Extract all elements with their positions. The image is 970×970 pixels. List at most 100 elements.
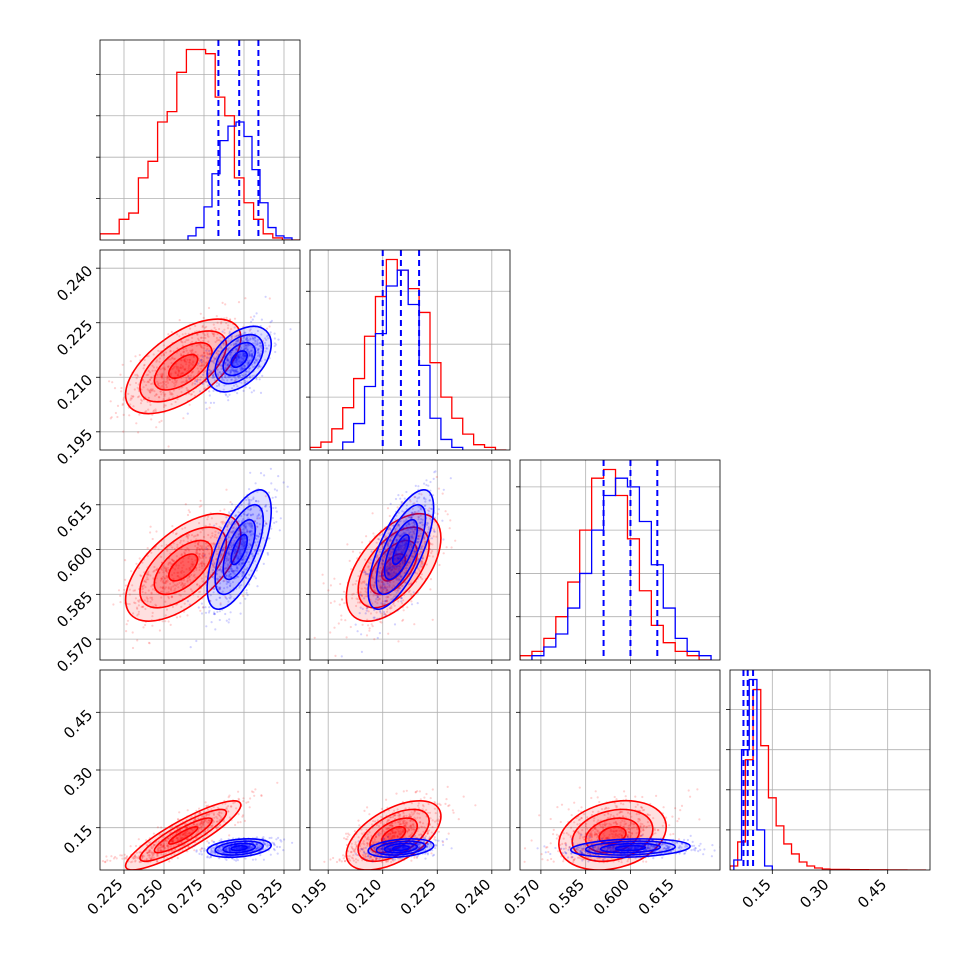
sample-point bbox=[186, 537, 190, 540]
sample-point bbox=[363, 580, 366, 583]
sample-point bbox=[134, 373, 137, 377]
sample-point bbox=[264, 358, 267, 361]
sample-point bbox=[378, 574, 381, 578]
sample-point bbox=[203, 564, 206, 567]
sample-point bbox=[286, 485, 289, 488]
sample-point bbox=[405, 589, 408, 592]
sample-point bbox=[144, 586, 147, 589]
sample-point bbox=[209, 557, 212, 560]
sample-point bbox=[395, 591, 398, 594]
sample-point bbox=[386, 608, 389, 611]
sample-point bbox=[233, 369, 236, 372]
sample-point bbox=[401, 533, 404, 536]
sample-point bbox=[179, 366, 182, 369]
sample-point bbox=[253, 337, 256, 340]
sample-point bbox=[413, 532, 416, 535]
sample-point bbox=[431, 550, 434, 553]
sample-point bbox=[388, 575, 391, 578]
sample-point bbox=[194, 350, 197, 354]
sample-point bbox=[269, 331, 272, 334]
sample-point bbox=[376, 602, 379, 605]
sample-point bbox=[417, 516, 420, 519]
sample-point bbox=[227, 376, 230, 379]
sample-point bbox=[410, 516, 413, 519]
sample-point bbox=[198, 390, 202, 393]
sample-point bbox=[166, 566, 169, 569]
sample-point bbox=[388, 567, 392, 570]
sample-point bbox=[108, 380, 111, 383]
sample-point bbox=[192, 535, 196, 538]
sample-point bbox=[399, 583, 402, 586]
sample-point bbox=[227, 358, 230, 361]
sample-point bbox=[380, 589, 383, 593]
histogram-red bbox=[100, 48, 300, 240]
sample-point bbox=[229, 353, 232, 356]
sample-point bbox=[241, 562, 244, 565]
sample-point bbox=[409, 582, 412, 586]
sample-point bbox=[220, 321, 223, 324]
sample-point bbox=[191, 340, 194, 343]
sample-point bbox=[419, 565, 422, 568]
sample-point bbox=[223, 508, 226, 511]
sample-point bbox=[250, 790, 254, 793]
sample-point bbox=[429, 578, 433, 581]
sample-point bbox=[183, 360, 187, 363]
sample-point bbox=[219, 576, 222, 579]
sample-point bbox=[410, 515, 413, 519]
sample-point bbox=[228, 547, 231, 550]
sample-point bbox=[240, 340, 243, 343]
sample-point bbox=[393, 568, 396, 571]
sample-point bbox=[151, 369, 154, 372]
sample-point bbox=[194, 324, 197, 328]
sample-point bbox=[423, 538, 426, 541]
sample-point bbox=[413, 623, 416, 626]
sample-point bbox=[416, 572, 419, 575]
sample-point bbox=[242, 800, 245, 803]
sample-point bbox=[197, 543, 200, 547]
sample-point bbox=[257, 517, 260, 520]
sample-point bbox=[253, 362, 256, 365]
sample-point bbox=[321, 573, 324, 576]
sample-point bbox=[244, 568, 247, 571]
sample-point bbox=[261, 374, 264, 377]
sample-point bbox=[240, 584, 243, 587]
sample-point bbox=[160, 826, 163, 829]
sample-point bbox=[143, 584, 146, 587]
sample-point bbox=[434, 470, 437, 473]
sample-point bbox=[373, 584, 376, 587]
contour-blue bbox=[214, 333, 264, 385]
sample-point bbox=[141, 561, 144, 564]
sample-point bbox=[361, 594, 364, 598]
sample-point bbox=[386, 507, 390, 510]
sample-point bbox=[378, 617, 381, 620]
sample-point bbox=[404, 545, 407, 548]
sample-point bbox=[198, 552, 201, 556]
sample-point bbox=[396, 506, 399, 509]
sample-point bbox=[189, 588, 193, 591]
sample-point bbox=[197, 606, 200, 609]
sample-point bbox=[223, 587, 226, 590]
sample-point bbox=[421, 560, 424, 564]
sample-point bbox=[230, 368, 233, 371]
sample-point bbox=[139, 574, 142, 577]
sample-point bbox=[159, 390, 162, 393]
sample-point bbox=[163, 587, 166, 590]
sample-point bbox=[257, 365, 261, 368]
sample-point bbox=[420, 521, 424, 524]
sample-point bbox=[376, 596, 379, 599]
sample-point bbox=[360, 650, 363, 654]
sample-point bbox=[421, 556, 424, 560]
sample-point bbox=[193, 849, 196, 852]
sample-point bbox=[144, 607, 147, 611]
density-fill bbox=[231, 534, 248, 565]
sample-point bbox=[204, 401, 207, 404]
sample-point bbox=[186, 577, 189, 580]
sample-point bbox=[266, 553, 270, 556]
sample-point bbox=[219, 526, 223, 529]
sample-point bbox=[124, 584, 127, 587]
sample-point bbox=[135, 422, 138, 425]
sample-point bbox=[235, 566, 238, 570]
sample-point bbox=[225, 574, 228, 577]
sample-point bbox=[197, 339, 200, 342]
sample-point bbox=[389, 538, 392, 542]
